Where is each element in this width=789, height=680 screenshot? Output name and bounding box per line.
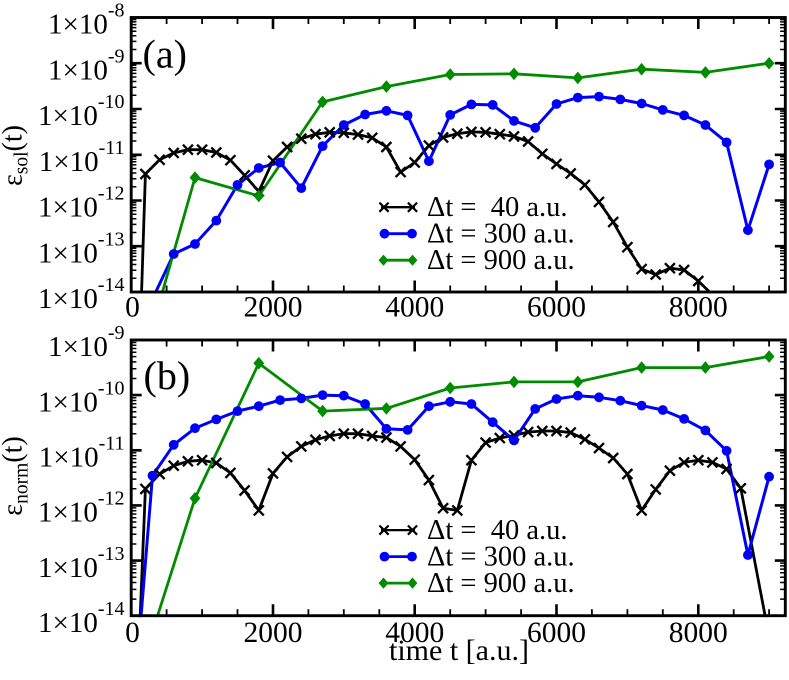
svg-text:2000: 2000 <box>244 292 303 324</box>
svg-text:8000: 8000 <box>669 292 728 324</box>
svg-text:Δt = 40 a.u.: Δt = 40 a.u. <box>427 192 567 223</box>
svg-text:6000: 6000 <box>527 292 586 324</box>
svg-text:Δt = 900 a.u.: Δt = 900 a.u. <box>427 245 575 276</box>
svg-text:2000: 2000 <box>244 617 303 649</box>
svg-text:time t [a.u.]: time t [a.u.] <box>389 634 529 667</box>
svg-text:4000: 4000 <box>385 617 444 649</box>
svg-text:Δt = 900 a.u.: Δt = 900 a.u. <box>427 568 575 599</box>
svg-text:Δt = 300 a.u.: Δt = 300 a.u. <box>427 218 575 249</box>
svg-text:(a): (a) <box>143 32 187 77</box>
svg-text:6000: 6000 <box>527 617 586 649</box>
svg-text:0: 0 <box>125 617 140 649</box>
svg-text:8000: 8000 <box>669 617 728 649</box>
svg-text:Δt = 40 a.u.: Δt = 40 a.u. <box>427 515 567 546</box>
svg-text:4000: 4000 <box>385 292 444 324</box>
svg-text:(b): (b) <box>144 353 191 398</box>
svg-text:Δt = 300 a.u.: Δt = 300 a.u. <box>427 541 575 572</box>
svg-text:0: 0 <box>125 292 140 324</box>
